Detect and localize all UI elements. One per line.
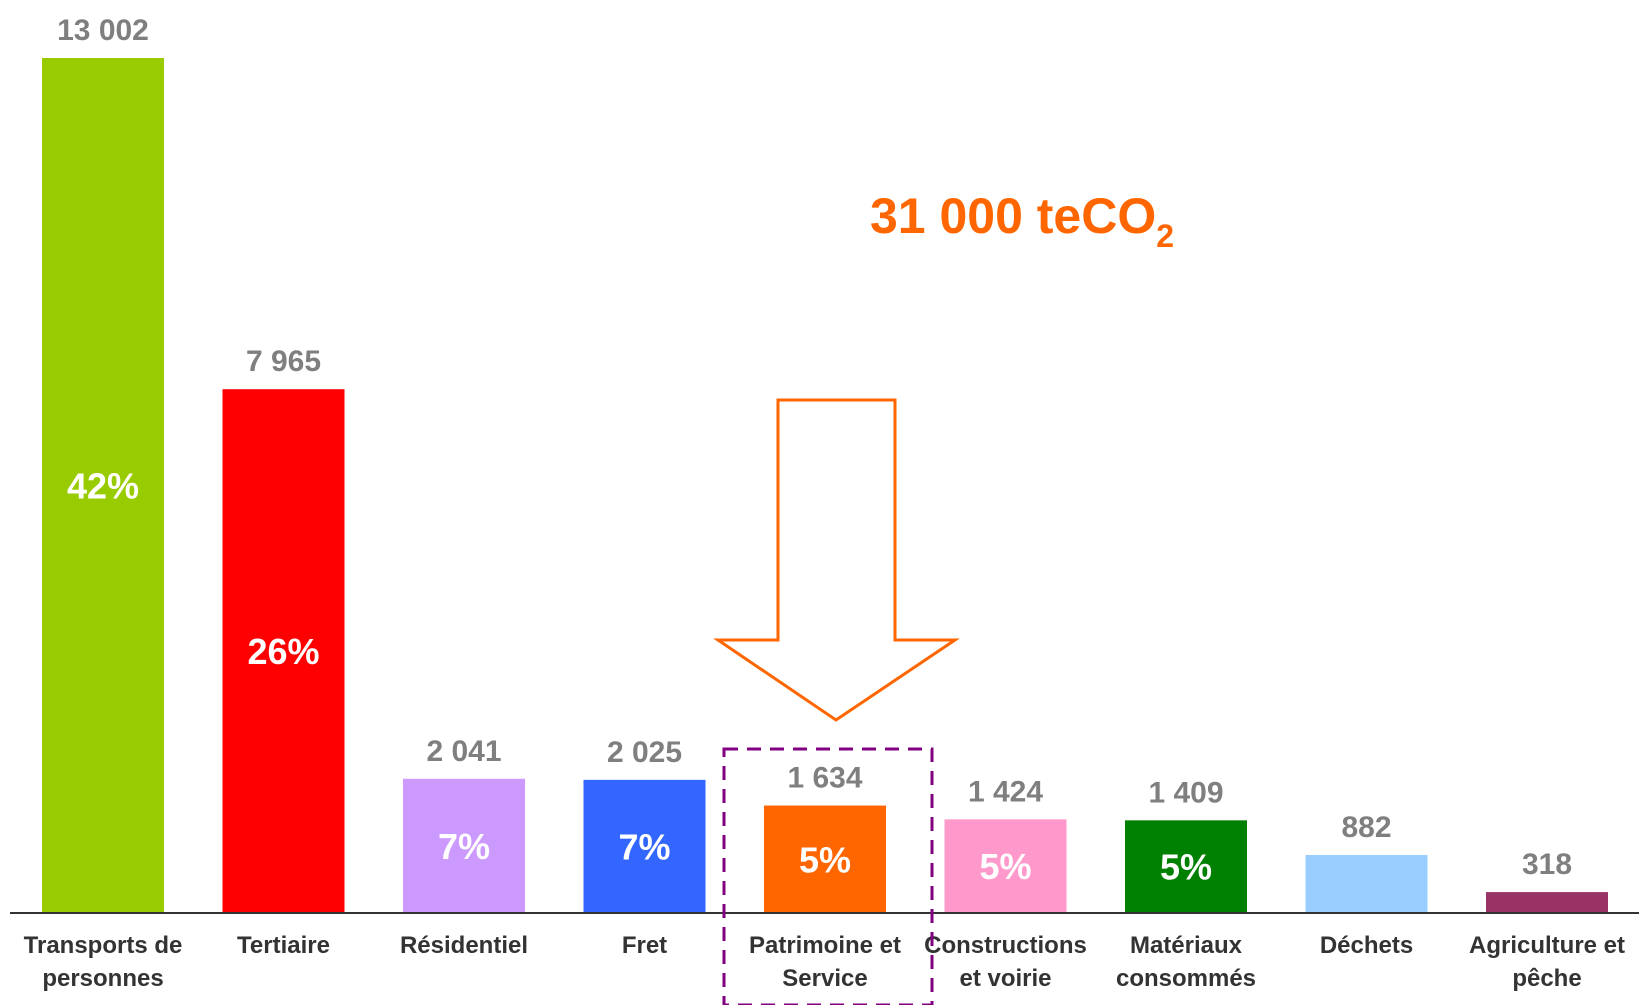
bar-3: [583, 779, 706, 913]
percent-label-1: 26%: [247, 631, 319, 672]
percent-label-4: 5%: [799, 839, 851, 880]
total-annotation-subscript: 2: [1156, 218, 1174, 254]
category-label-3: Fret: [622, 932, 667, 959]
category-labels-layer: Transports de personnes Tertiaire Résidenti…: [24, 932, 1625, 992]
value-label-2: 2 041: [426, 735, 501, 768]
value-label-6: 1 409: [1148, 776, 1223, 809]
value-label-4: 1 634: [787, 762, 862, 795]
category-label-8-line-0: Agriculture et: [1469, 932, 1625, 959]
category-label-2-line-0: Résidentiel: [400, 932, 528, 959]
highlight-box: [722, 747, 934, 1005]
down-arrow-icon: [713, 398, 960, 722]
value-label-8: 318: [1522, 848, 1572, 881]
category-label-6: Matériaux consommés: [1116, 932, 1256, 992]
category-label-6-line-0: Matériaux: [1130, 932, 1243, 959]
bar-2: [403, 778, 525, 913]
bar-7: [1305, 855, 1428, 913]
category-label-5-line-0: Constructions: [924, 932, 1087, 959]
category-label-4: Patrimoine et Service: [749, 932, 901, 992]
value-label-3: 2 025: [607, 736, 682, 769]
category-label-3-line-0: Fret: [622, 932, 667, 959]
percent-label-3: 7%: [618, 826, 670, 867]
category-label-5: Constructions et voirie: [924, 932, 1087, 992]
percent-label-5: 5%: [979, 846, 1031, 887]
category-label-1: Tertiaire: [237, 932, 330, 959]
total-annotation: 31 000 teCO2: [870, 188, 1174, 254]
percent-label-6: 5%: [1160, 847, 1212, 888]
category-label-0-line-0: Transports de: [24, 932, 183, 959]
bar-0: [42, 58, 164, 913]
category-label-8: Agriculture et pêche: [1469, 932, 1625, 992]
category-label-7-line-0: Déchets: [1320, 932, 1413, 959]
value-label-0: 13 002: [57, 14, 149, 47]
bar-8: [1486, 892, 1608, 913]
category-label-6-line-1: consommés: [1116, 965, 1256, 992]
category-label-1-line-0: Tertiaire: [237, 932, 330, 959]
category-label-4-line-0: Patrimoine et: [749, 932, 901, 959]
category-label-8-line-1: pêche: [1512, 965, 1581, 992]
category-label-7: Déchets: [1320, 932, 1413, 959]
category-label-5-line-1: et voirie: [959, 965, 1051, 992]
value-label-7: 882: [1341, 811, 1391, 844]
percent-label-0: 42%: [67, 466, 139, 507]
value-label-1: 7 965: [246, 345, 321, 378]
percent-label-2: 7%: [438, 826, 490, 867]
category-label-2: Résidentiel: [400, 932, 528, 959]
total-annotation-main: 31 000 teCO: [870, 188, 1156, 244]
labels-layer: 13 002 42% 7 965 26% 2 041 7% 2 025 7% 1 634 5% 1 …: [57, 14, 1572, 888]
bar-1: [222, 389, 345, 914]
category-label-0-line-1: personnes: [42, 965, 163, 992]
bar-4: [764, 805, 886, 913]
category-label-4-line-1: Service: [782, 965, 867, 992]
bar-5: [944, 819, 1067, 913]
bars-layer: [42, 58, 1608, 914]
bar-6: [1125, 820, 1247, 913]
category-label-0: Transports de personnes: [24, 932, 183, 992]
value-label-5: 1 424: [968, 775, 1043, 808]
